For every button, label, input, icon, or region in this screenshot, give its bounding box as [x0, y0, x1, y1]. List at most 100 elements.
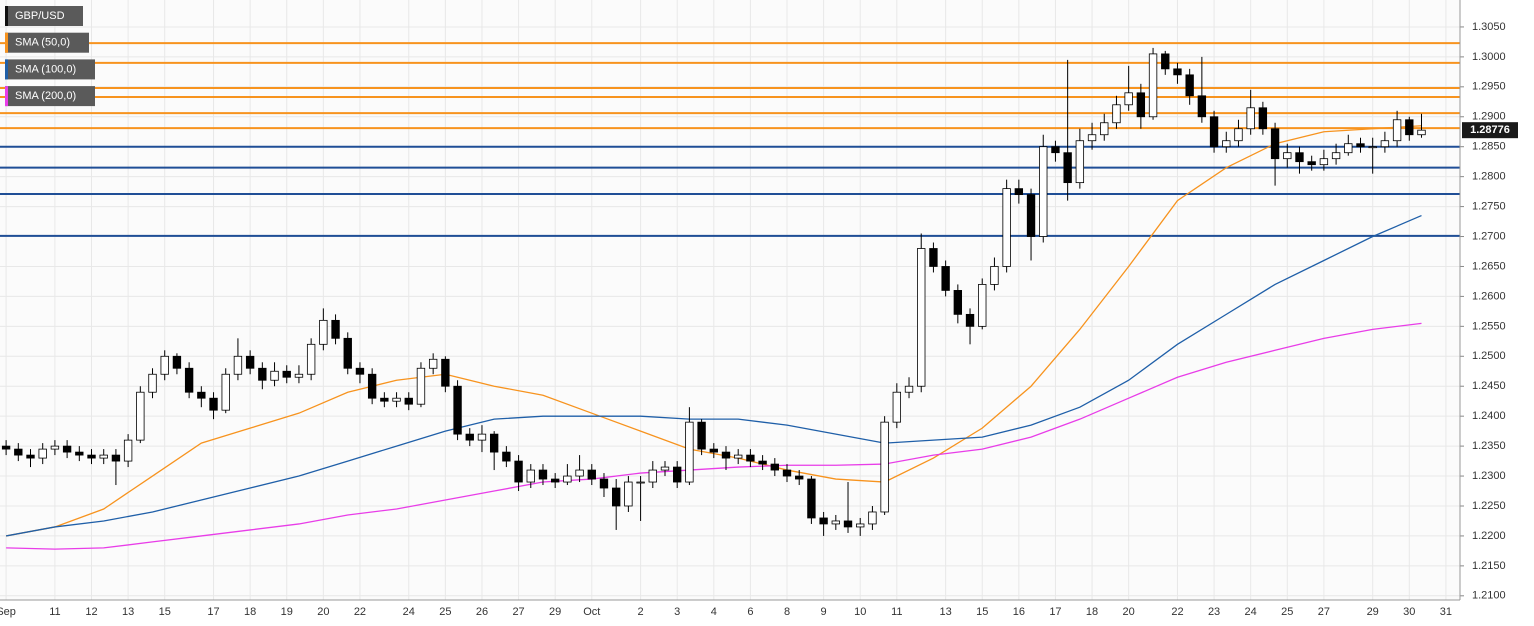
x-tick-label: 17: [207, 606, 219, 618]
candle-body: [807, 478, 816, 519]
candle-body: [1002, 188, 1011, 267]
candle-body: [978, 284, 987, 327]
candle-body: [1026, 194, 1036, 237]
legend-label: SMA (200,0): [15, 90, 76, 102]
sma-line: [6, 322, 1422, 550]
x-tick-label: 13: [940, 606, 952, 618]
candle-body: [514, 460, 523, 483]
candle-body: [99, 454, 108, 459]
x-tick-label: 12: [85, 606, 97, 618]
candle-body: [1173, 68, 1182, 76]
candle-body: [856, 523, 865, 528]
candle-body: [245, 355, 255, 369]
candle-body: [1246, 107, 1255, 130]
candle-body: [453, 385, 462, 435]
candle-body: [367, 373, 377, 399]
candle-body: [782, 469, 792, 477]
candle-body: [416, 367, 426, 405]
candle-body: [331, 319, 340, 339]
legend-box: [5, 6, 83, 26]
candle-body: [319, 319, 328, 345]
candle-body: [538, 469, 548, 480]
candle-body: [770, 463, 779, 471]
candle-body: [953, 290, 963, 315]
candle-body: [795, 475, 804, 480]
candle-body: [660, 466, 670, 471]
x-tick-label: 26: [476, 606, 488, 618]
candle-body: [502, 451, 511, 462]
y-tick-label: 1.2900: [1472, 111, 1506, 123]
candle-body: [489, 433, 499, 453]
candle-body: [209, 397, 218, 411]
candle-body: [14, 448, 23, 456]
candle-body: [1209, 116, 1219, 148]
candle-body: [465, 433, 474, 441]
candle-body: [392, 397, 401, 402]
candle-body: [1344, 143, 1353, 154]
candle-body: [685, 421, 694, 483]
x-tick-label: 25: [1281, 606, 1293, 618]
candle-body: [880, 421, 889, 513]
x-tick-label: 29: [549, 606, 561, 618]
candle-body: [526, 469, 535, 483]
candle-body: [1258, 107, 1268, 130]
legend-label: GBP/USD: [15, 10, 65, 22]
x-tick-label: 13: [122, 606, 134, 618]
candle-body: [1, 445, 11, 450]
candle-body: [819, 517, 828, 525]
legend-label: SMA (100,0): [15, 63, 76, 75]
legend-swatch: [5, 6, 8, 26]
x-tick-label: 29: [1367, 606, 1379, 618]
x-tick-label: 11: [891, 606, 902, 618]
candle-body: [148, 373, 157, 393]
candle-body: [599, 478, 609, 489]
candle-body: [758, 460, 767, 465]
candle-body: [1234, 128, 1243, 142]
candle-body: [1319, 158, 1329, 166]
y-tick-label: 1.2100: [1472, 590, 1506, 602]
y-tick-label: 1.2700: [1472, 230, 1506, 242]
x-tick-label: 20: [1123, 606, 1135, 618]
y-tick-label: 1.2950: [1472, 81, 1506, 93]
candle-body: [1417, 129, 1426, 136]
legend-label: SMA (50,0): [15, 37, 70, 49]
candle-body: [441, 358, 450, 387]
candle-body: [1039, 146, 1048, 237]
candle-body: [355, 367, 365, 375]
candle-body: [868, 511, 877, 525]
candle-body: [1270, 128, 1280, 160]
y-tick-label: 1.2750: [1472, 200, 1506, 212]
candle-body: [721, 451, 731, 459]
candle-body: [1112, 104, 1121, 124]
price-label: 1.28776: [1470, 124, 1510, 136]
candle-body: [1331, 152, 1341, 160]
legend-box: [5, 59, 95, 80]
candle-body: [917, 248, 926, 387]
candle-body: [111, 454, 121, 462]
candle-body: [746, 454, 755, 462]
y-tick-label: 1.2300: [1472, 470, 1506, 482]
candle-body: [428, 358, 438, 369]
candle-body: [258, 367, 267, 381]
x-tick-label: 19: [281, 606, 293, 618]
x-tick-label: Sep: [0, 606, 16, 618]
candle-body: [1185, 74, 1194, 97]
x-tick-label: 20: [317, 606, 329, 618]
x-tick-label: 24: [403, 606, 415, 618]
candle-body: [1087, 134, 1097, 142]
legend-box: [5, 32, 89, 53]
candle-body: [1392, 119, 1402, 142]
candle-body: [270, 370, 279, 381]
candle-body: [282, 370, 291, 378]
x-tick-label: 15: [976, 606, 988, 618]
x-tick-label: Oct: [583, 606, 600, 618]
candle-body: [831, 520, 840, 525]
candle-body: [1405, 119, 1414, 136]
plot-background: [0, 0, 1460, 600]
legend-swatch: [5, 86, 8, 107]
x-tick-label: 18: [1086, 606, 1098, 618]
candle-body: [1197, 95, 1207, 118]
candle-body: [990, 266, 999, 285]
y-tick-label: 1.2450: [1472, 380, 1506, 392]
y-tick-label: 1.2550: [1472, 320, 1506, 332]
